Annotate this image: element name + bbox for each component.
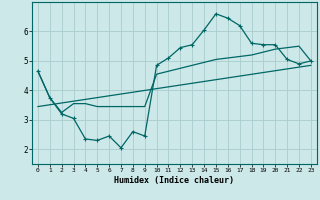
X-axis label: Humidex (Indice chaleur): Humidex (Indice chaleur) xyxy=(115,176,234,185)
